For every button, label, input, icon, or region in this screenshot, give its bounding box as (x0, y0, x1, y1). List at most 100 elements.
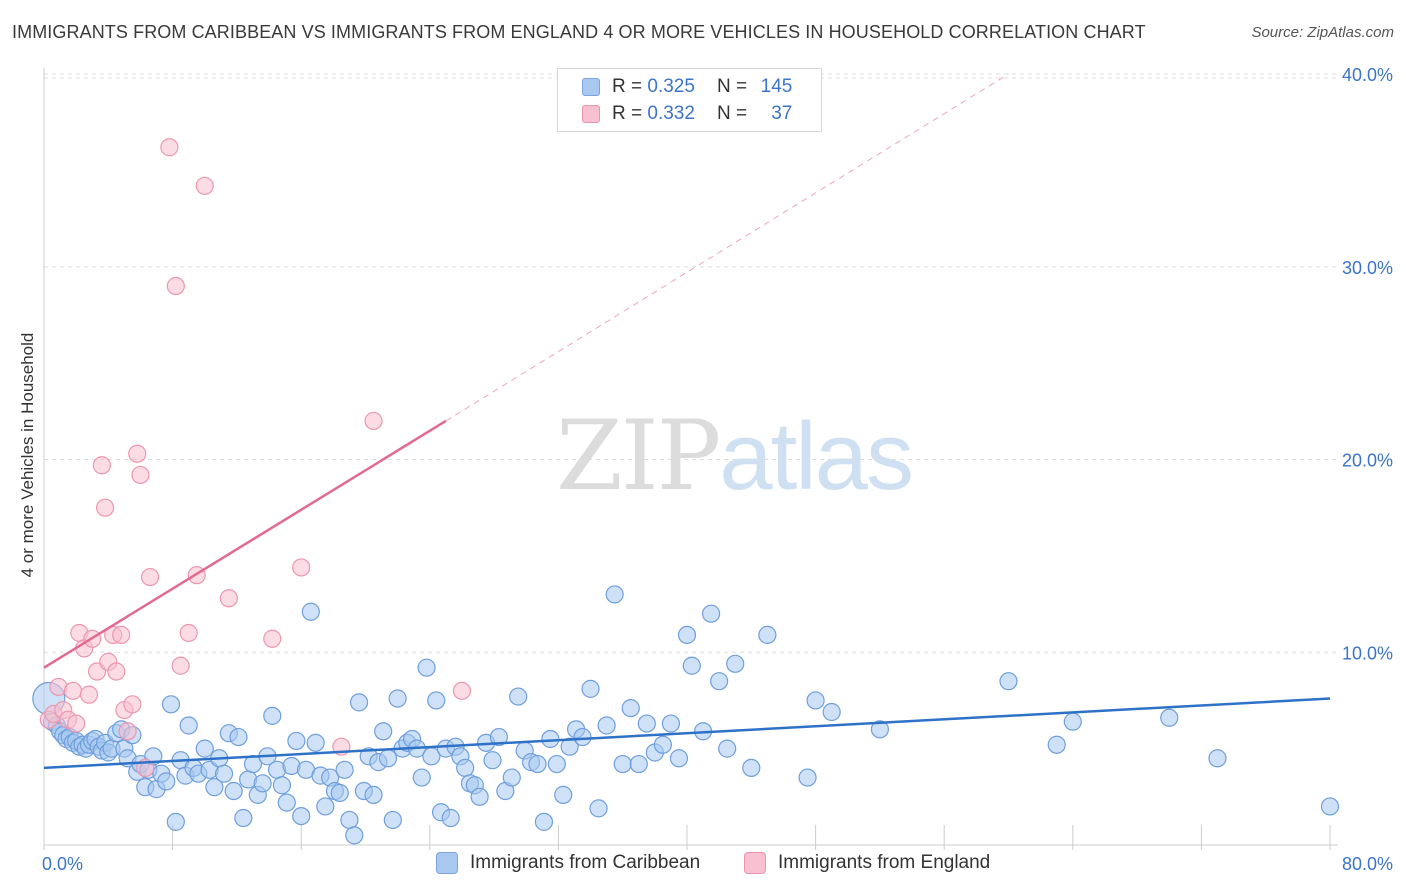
point-caribbean (621, 699, 640, 718)
source-credit: Source: ZipAtlas.com (1251, 24, 1394, 41)
y-tick-label: 20.0% (1342, 451, 1393, 471)
point-caribbean (870, 720, 890, 739)
point-caribbean (272, 776, 292, 795)
point-caribbean (1047, 735, 1066, 754)
point-caribbean (1160, 708, 1179, 727)
point-caribbean (364, 785, 383, 804)
series-legend-caribbean[interactable]: Immigrants from Caribbean (436, 852, 700, 874)
point-caribbean (388, 689, 407, 708)
point-caribbean (287, 731, 306, 751)
point-england (219, 589, 238, 608)
point-caribbean (349, 693, 369, 712)
point-caribbean (301, 602, 320, 621)
point-england (107, 662, 126, 681)
point-caribbean (470, 787, 489, 806)
point-england (160, 138, 179, 157)
series-swatch-caribbean (436, 852, 458, 874)
point-caribbean (316, 797, 335, 816)
point-caribbean (560, 737, 579, 756)
point-caribbean (718, 739, 737, 758)
point-caribbean (234, 808, 253, 828)
point-england (128, 444, 147, 463)
legend-swatch-caribbean (582, 78, 600, 96)
point-caribbean (589, 799, 608, 818)
series-label-england: Immigrants from England (778, 852, 991, 873)
point-caribbean (613, 754, 632, 774)
point-caribbean (214, 764, 234, 783)
point-caribbean (441, 808, 460, 828)
point-caribbean (661, 714, 681, 733)
legend-swatch-england (582, 105, 600, 123)
point-england (95, 498, 115, 517)
legend-n-value: 37 (771, 103, 793, 124)
point-caribbean (742, 758, 761, 778)
trendline-england (43, 419, 447, 669)
legend-n-label: N = (716, 103, 748, 124)
point-caribbean (758, 625, 777, 645)
point-caribbean (999, 672, 1018, 691)
point-caribbean (417, 658, 436, 677)
y-tick-label: 30.0% (1342, 258, 1393, 278)
point-caribbean (541, 729, 560, 749)
point-caribbean (335, 760, 354, 779)
trendline-england-extension (445, 73, 1009, 422)
point-caribbean (726, 654, 745, 673)
point-caribbean (229, 727, 248, 747)
point-caribbean (330, 783, 349, 803)
point-england (92, 456, 111, 475)
watermark-atlas: atlas (719, 403, 914, 510)
point-england (195, 176, 214, 195)
point-caribbean (629, 754, 648, 774)
x-tick-label: 80.0% (1342, 854, 1393, 874)
point-caribbean (534, 812, 554, 831)
point-caribbean (456, 758, 475, 778)
point-caribbean (427, 691, 446, 710)
point-caribbean (263, 706, 282, 725)
legend-row-caribbean: R = 0.325 N = 145 (582, 75, 792, 99)
point-caribbean (806, 691, 825, 710)
point-caribbean (483, 751, 502, 770)
point-caribbean (166, 812, 185, 831)
series-legend-england[interactable]: Immigrants from England (744, 852, 990, 874)
trendline-caribbean (43, 697, 1331, 770)
point-caribbean (528, 754, 547, 774)
point-caribbean (374, 722, 393, 741)
point-caribbean (554, 785, 573, 804)
point-caribbean (378, 749, 398, 768)
point-england (131, 465, 150, 485)
point-england (171, 656, 190, 675)
y-tick-label: 40.0% (1342, 65, 1393, 85)
legend-r-label: R = (612, 76, 643, 97)
point-caribbean (412, 768, 431, 787)
legend-n-label: N = (716, 76, 748, 97)
point-england (292, 558, 311, 577)
y-axis-label: 4 or more Vehicles in Household (18, 332, 37, 578)
point-caribbean (677, 625, 697, 645)
legend-n-value: 145 (760, 76, 793, 97)
point-england (179, 623, 198, 643)
point-caribbean (292, 806, 311, 826)
point-caribbean (1063, 712, 1082, 731)
point-england (67, 714, 86, 733)
legend-r-value: 0.325 (647, 76, 695, 97)
point-caribbean (340, 810, 359, 830)
x-tick-label: 0.0% (42, 854, 83, 874)
point-england (112, 625, 131, 645)
point-england (263, 629, 282, 648)
y-tick-label: 10.0% (1342, 643, 1393, 663)
point-caribbean (682, 656, 701, 675)
point-caribbean (383, 810, 402, 830)
point-england (364, 411, 383, 431)
point-caribbean (653, 735, 672, 754)
point-caribbean (502, 768, 521, 787)
series-swatch-england (744, 852, 766, 874)
point-england (79, 685, 99, 704)
point-caribbean (253, 774, 272, 793)
point-caribbean (509, 687, 528, 706)
point-caribbean (798, 768, 817, 787)
point-england (452, 681, 472, 700)
point-caribbean (702, 604, 721, 623)
watermark-zip: ZIP (556, 400, 721, 512)
point-caribbean (1320, 797, 1340, 816)
